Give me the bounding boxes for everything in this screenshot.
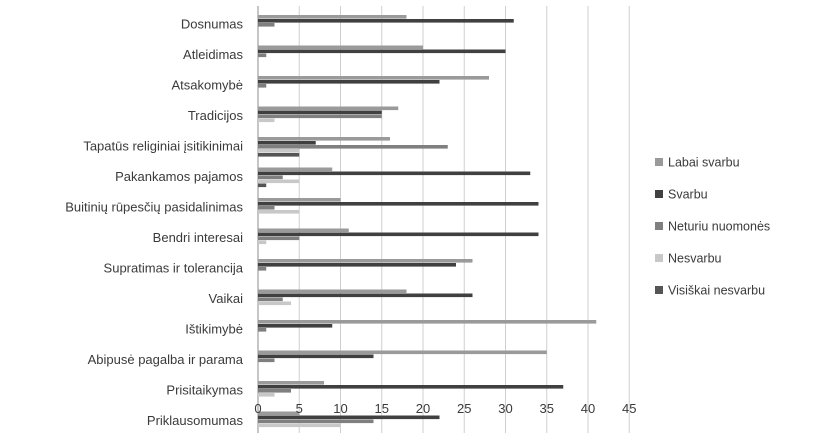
bar bbox=[258, 198, 341, 202]
bar bbox=[258, 297, 283, 302]
category-label: Abipusė pagalba ir parama bbox=[88, 352, 244, 367]
bar bbox=[258, 354, 374, 359]
bar bbox=[258, 202, 539, 206]
bar bbox=[258, 350, 547, 355]
bar bbox=[258, 106, 399, 111]
legend-swatch bbox=[655, 222, 663, 230]
legend-swatch bbox=[655, 254, 663, 262]
bar bbox=[258, 114, 382, 119]
bar bbox=[258, 171, 531, 176]
bar bbox=[258, 236, 300, 241]
category-label: Atsakomybė bbox=[171, 78, 243, 93]
x-tick-label: 30 bbox=[498, 401, 512, 416]
bar bbox=[258, 328, 267, 332]
x-tick-label: 5 bbox=[296, 401, 303, 416]
bar bbox=[258, 240, 267, 245]
bar bbox=[258, 389, 291, 393]
bar bbox=[258, 358, 275, 363]
legend-swatch bbox=[655, 190, 663, 198]
bar bbox=[258, 324, 333, 328]
bar bbox=[258, 210, 300, 214]
bar bbox=[258, 80, 440, 84]
legend-label: Visiškai nesvarbu bbox=[668, 284, 765, 298]
category-label: Ištikimybė bbox=[185, 322, 243, 337]
x-tick-labels: 0 5 10 15 20 25 30 35 40 45 bbox=[254, 401, 636, 416]
category-label: Dosnumas bbox=[181, 17, 244, 32]
category-labels: Dosnumas Atleidimas Atsakomybė Tradicijos Ta… bbox=[65, 17, 244, 429]
legend-label: Svarbu bbox=[668, 188, 708, 202]
x-tick-label: 40 bbox=[581, 401, 595, 416]
legend-swatch bbox=[655, 286, 663, 294]
category-label: Atleidimas bbox=[183, 47, 243, 62]
bar bbox=[258, 301, 291, 306]
legend-label: Labai svarbu bbox=[668, 156, 740, 170]
bar bbox=[258, 415, 440, 420]
bar bbox=[258, 385, 564, 389]
category-label: Buitinių rūpesčių pasidalinimas bbox=[65, 200, 243, 215]
bar bbox=[258, 145, 448, 149]
bar bbox=[258, 263, 456, 267]
x-tick-label: 35 bbox=[540, 401, 554, 416]
bar bbox=[258, 259, 473, 263]
category-label: Pakankamos pajamos bbox=[115, 169, 243, 184]
bar bbox=[258, 23, 275, 27]
legend-swatch bbox=[655, 158, 663, 166]
x-tick-label: 15 bbox=[375, 401, 389, 416]
x-tick-label: 0 bbox=[254, 401, 261, 416]
x-tick-label: 45 bbox=[622, 401, 636, 416]
category-label: Supratimas ir tolerancija bbox=[104, 261, 244, 276]
bar bbox=[258, 206, 275, 210]
bar bbox=[258, 183, 267, 188]
bar bbox=[258, 411, 300, 416]
bar bbox=[258, 15, 407, 19]
category-label: Prisitaikymas bbox=[166, 383, 243, 398]
bar bbox=[258, 320, 597, 324]
category-label: Priklausomumas bbox=[147, 413, 244, 428]
legend-label: Nesvarbu bbox=[668, 252, 722, 266]
bar bbox=[258, 118, 275, 123]
bar bbox=[258, 232, 539, 237]
bar bbox=[258, 110, 382, 115]
bar bbox=[258, 267, 267, 271]
bar bbox=[258, 423, 341, 428]
bar bbox=[258, 289, 407, 294]
bar bbox=[258, 293, 473, 298]
bar bbox=[258, 141, 316, 145]
bar bbox=[258, 137, 390, 141]
bars bbox=[258, 15, 597, 428]
category-label: Vaikai bbox=[209, 291, 244, 306]
bar bbox=[258, 175, 283, 180]
bar bbox=[258, 49, 506, 54]
bar bbox=[258, 228, 349, 233]
grid-lines bbox=[257, 6, 630, 433]
bar bbox=[258, 149, 300, 153]
bar bbox=[258, 167, 333, 172]
bar bbox=[258, 179, 300, 184]
bar bbox=[258, 84, 267, 88]
legend-label: Neturiu nuomonės bbox=[668, 220, 770, 234]
legend: Labai svarbu Svarbu Neturiu nuomonės Nesvar… bbox=[655, 156, 770, 298]
bar bbox=[258, 381, 324, 385]
bar bbox=[258, 45, 423, 50]
bar bbox=[258, 76, 489, 80]
x-tick-label: 25 bbox=[457, 401, 471, 416]
category-label: Bendri interesai bbox=[153, 230, 243, 245]
category-label: Tradicijos bbox=[188, 108, 244, 123]
x-tick-label: 20 bbox=[416, 401, 430, 416]
bar bbox=[258, 393, 275, 397]
bar bbox=[258, 53, 267, 58]
category-label: Tapatūs religiniai įsitikinimai bbox=[83, 139, 243, 154]
bar bbox=[258, 419, 374, 424]
bar bbox=[258, 153, 300, 157]
x-tick-label: 10 bbox=[333, 401, 347, 416]
bar bbox=[258, 19, 514, 23]
